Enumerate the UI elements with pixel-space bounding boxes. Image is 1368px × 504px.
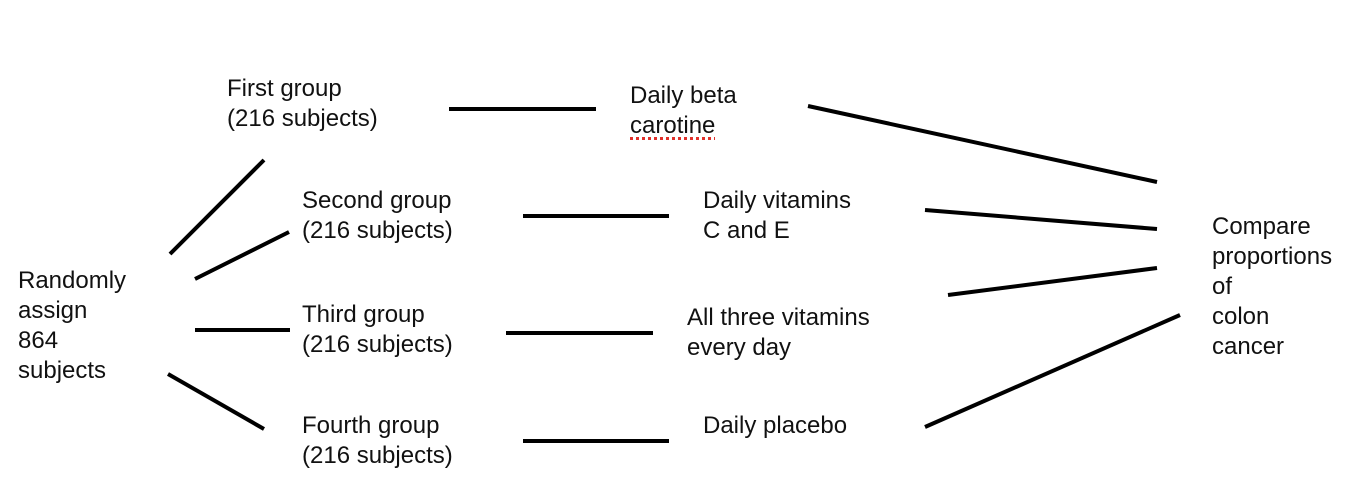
treatment-node-4: Daily placebo	[703, 411, 847, 441]
group-2-name: Second group	[302, 187, 452, 214]
treatment-2-line-1: Daily vitamins	[703, 187, 852, 214]
group-1-name: First group	[227, 75, 342, 102]
treatment-1-line-2-wrapper: carotine	[630, 111, 737, 141]
treatment-3-line-1: All three vitamins	[687, 304, 870, 331]
group-3-name: Third group	[302, 301, 425, 328]
connector-treatment-4-to-outcome	[924, 313, 1181, 429]
group-3-size: (216 subjects)	[302, 331, 453, 358]
outcome-node-compare: Compare proportions of colon cancer	[1212, 212, 1332, 362]
treatment-3-line-2: every day	[687, 334, 792, 361]
treatment-1-line-1: Daily beta	[630, 82, 737, 109]
outcome-line-5: cancer	[1212, 333, 1285, 360]
group-4-size: (216 subjects)	[302, 442, 453, 469]
treatment-2-line-2: C and E	[703, 217, 790, 244]
group-node-2: Second group (216 subjects)	[302, 186, 453, 246]
outcome-line-4: colon	[1212, 303, 1270, 330]
connector-start-to-group-4	[167, 372, 265, 431]
treatment-node-3: All three vitamins every day	[687, 303, 870, 363]
group-node-1: First group (216 subjects)	[227, 74, 378, 134]
group-node-3: Third group (216 subjects)	[302, 300, 453, 360]
outcome-line-1: Compare	[1212, 213, 1311, 240]
treatment-node-1: Daily beta carotine	[630, 81, 737, 141]
connector-start-to-group-1	[168, 158, 266, 256]
start-line-3: 864	[18, 327, 59, 354]
group-1-size: (216 subjects)	[227, 105, 378, 132]
treatment-4-line-1: Daily placebo	[703, 412, 848, 439]
start-line-4: subjects	[18, 357, 107, 384]
connector-start-to-group-2	[194, 230, 290, 281]
group-4-name: Fourth group	[302, 412, 440, 439]
connector-treatment-3-to-outcome	[947, 266, 1158, 297]
outcome-line-3: of	[1212, 273, 1233, 300]
connector-treatment-2-to-outcome	[924, 208, 1158, 231]
connector-treatment-1-to-outcome	[807, 104, 1158, 184]
group-node-4: Fourth group (216 subjects)	[302, 411, 453, 471]
start-node-randomly-assign: Randomly assign 864 subjects	[18, 266, 126, 386]
outcome-line-2: proportions	[1212, 243, 1333, 270]
start-line-2: assign	[18, 297, 88, 324]
start-line-1: Randomly	[18, 267, 127, 294]
treatment-node-2: Daily vitamins C and E	[703, 186, 851, 246]
group-2-size: (216 subjects)	[302, 217, 453, 244]
treatment-1-line-2: carotine	[630, 112, 716, 139]
